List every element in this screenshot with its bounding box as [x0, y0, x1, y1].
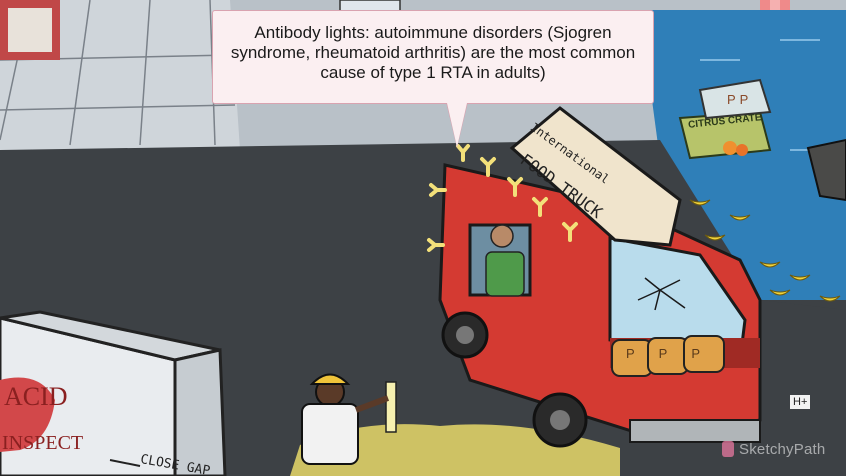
caption-text: Antibody lights: autoimmune disorders (S… — [230, 23, 636, 82]
crate-top-letters: PP — [727, 92, 752, 107]
can-letter: P — [626, 346, 659, 361]
food-truck-illustration — [438, 106, 762, 448]
watermark: SketchyPath — [722, 436, 825, 462]
caption-callout: Antibody lights: autoimmune disorders (S… — [212, 10, 654, 104]
trailer-word-acid: ACID — [4, 382, 68, 411]
worker-illustration — [301, 373, 397, 465]
can-letter: P — [658, 346, 692, 361]
acid-puddle — [290, 424, 620, 476]
bananas — [689, 199, 841, 302]
trailer-word-inspect: INSPECT — [2, 432, 84, 454]
boat — [806, 138, 846, 202]
citrus-crate-illustration — [678, 78, 772, 160]
callout-tail — [447, 103, 467, 147]
license-plate: H+ — [790, 395, 811, 409]
trailer-illustration — [0, 310, 227, 476]
bumper — [629, 419, 761, 443]
truck-sign — [509, 106, 682, 247]
can-letter: P — [691, 346, 725, 361]
can-letters: PPP — [626, 346, 724, 361]
sketchy-logo-icon — [722, 441, 734, 457]
crate-letter: P — [727, 92, 740, 107]
watermark-text: SketchyPath — [739, 440, 826, 458]
crate-letter: P — [739, 92, 753, 107]
